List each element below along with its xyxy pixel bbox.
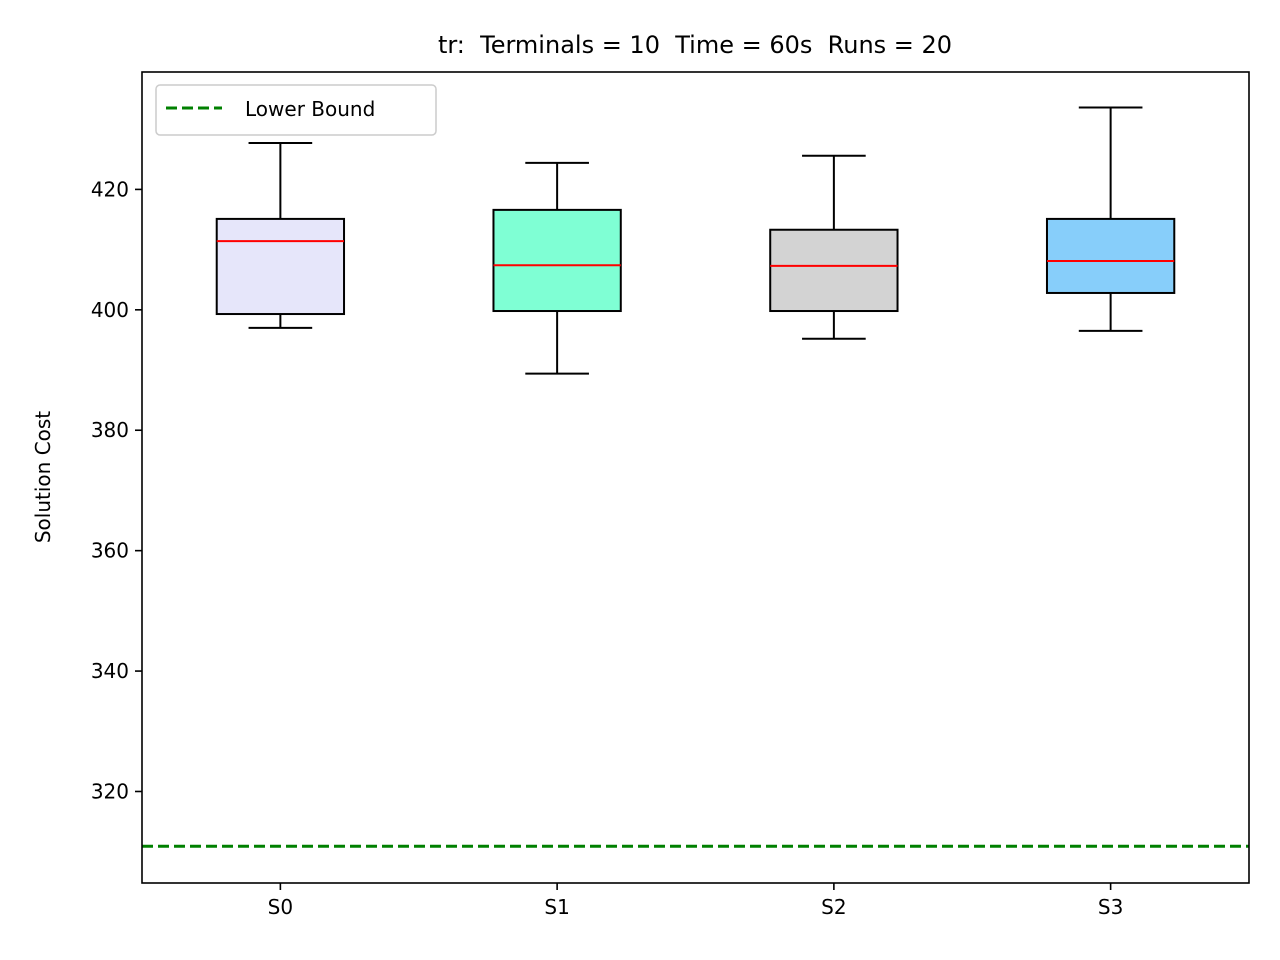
box-s0 <box>215 217 346 316</box>
chart-title: tr: Terminals = 10 Time = 60s Runs = 20 <box>438 31 952 59</box>
x-tick-label: S0 <box>268 895 293 919</box>
x-tick-label: S1 <box>544 895 569 919</box>
y-tick-label: 340 <box>91 659 129 683</box>
y-axis-label: Solution Cost <box>31 411 55 543</box>
plot-area: 320 340 360 380 400 420 S0 S1 S2 S3 <box>91 106 1249 919</box>
legend-box <box>155 84 437 136</box>
y-tick-label: 400 <box>91 298 129 322</box>
y-tick-label: 320 <box>91 779 129 803</box>
y-tick-label: 380 <box>91 418 129 442</box>
x-tick-label: S3 <box>1098 895 1123 919</box>
legend-label-lower-bound: Lower Bound <box>245 97 375 121</box>
y-tick-label: 420 <box>91 177 129 201</box>
box-s3 <box>1045 217 1176 294</box>
box-s1 <box>492 208 622 313</box>
box-s2 <box>769 228 899 313</box>
y-tick-label: 360 <box>91 539 129 563</box>
plot-frame <box>141 71 1250 884</box>
x-tick-label: S2 <box>821 895 846 919</box>
legend: Lower Bound <box>155 84 437 136</box>
